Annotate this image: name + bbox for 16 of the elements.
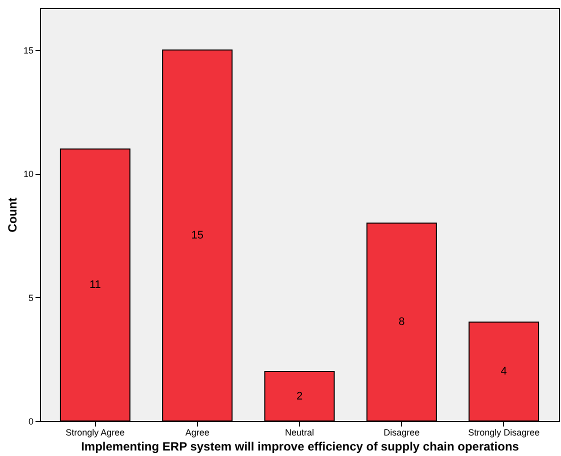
x-tick-label: Strongly Disagree — [468, 428, 540, 438]
x-tick-label: Disagree — [384, 428, 420, 438]
y-tick-label: 0 — [28, 416, 34, 426]
data-label: 2 — [296, 390, 303, 402]
y-axis-title: Count — [5, 198, 20, 232]
data-label: 4 — [500, 366, 507, 378]
data-label: 8 — [398, 316, 405, 328]
data-label: 11 — [89, 278, 101, 291]
y-tick-label: 5 — [28, 292, 34, 303]
x-tick-label: Strongly Agree — [66, 428, 125, 438]
x-axis-title: Implementing ERP system will improve efficiency of supply chain operations — [81, 440, 520, 454]
x-tick-label: Agree — [185, 428, 210, 438]
data-label: 15 — [191, 230, 204, 242]
x-tick-label: Neutral — [284, 428, 314, 438]
y-tick-label: 15 — [23, 46, 34, 56]
y-tick-label: 10 — [23, 169, 34, 180]
